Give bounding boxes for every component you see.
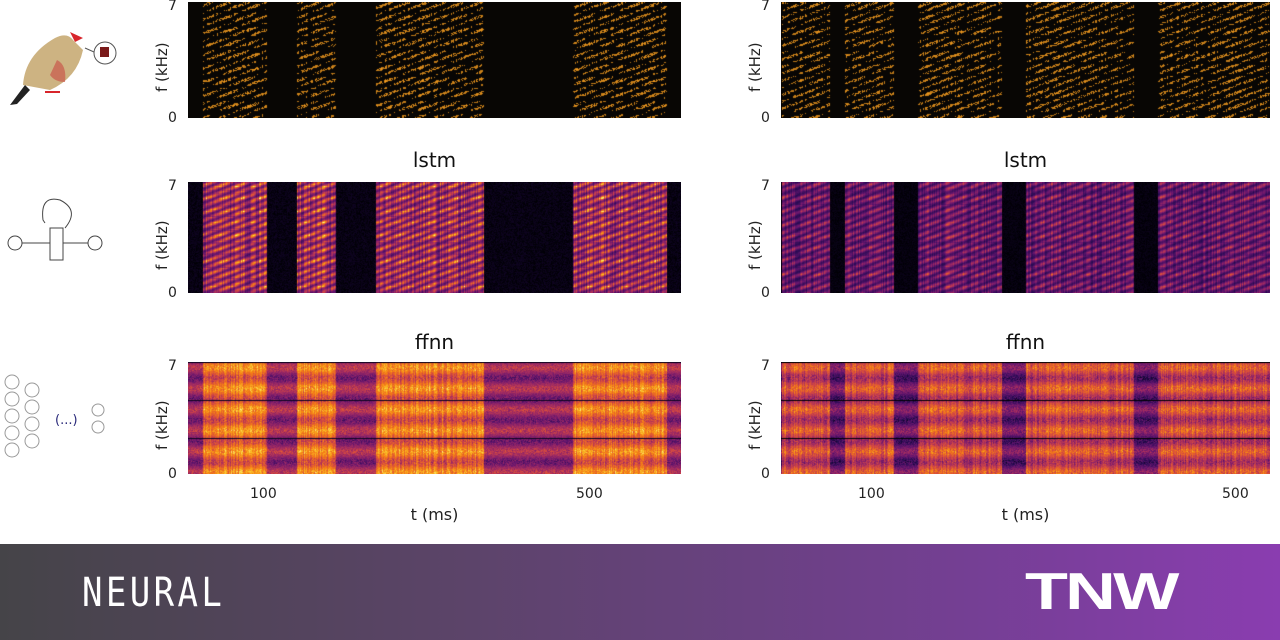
- spectrogram-lstm-left: [188, 182, 681, 293]
- y-axis-label: f (kHz): [746, 219, 764, 270]
- brand-banner: NEURAL TNW: [0, 544, 1280, 640]
- y-tick-0: 0: [168, 110, 177, 126]
- y-tick-7: 7: [168, 358, 177, 374]
- y-tick-0: 0: [761, 285, 770, 301]
- panel-title: ffnn: [1005, 330, 1046, 354]
- y-axis-label: f (kHz): [153, 400, 171, 450]
- y-tick-7: 7: [168, 0, 177, 14]
- spectrogram-lstm-right: [781, 182, 1270, 293]
- y-tick-7: 7: [761, 0, 770, 14]
- y-tick-0: 0: [761, 466, 770, 482]
- feedforward-network-icon: (...): [4, 374, 105, 458]
- y-axis-label: f (kHz): [746, 400, 764, 450]
- x-axis-label: t (ms): [1001, 505, 1050, 524]
- recurrent-cell-icon: [7, 198, 103, 261]
- y-axis-label: f (kHz): [153, 42, 171, 92]
- x-tick-100: 100: [858, 486, 885, 502]
- panel-title: lstm: [412, 148, 457, 172]
- ellipsis-label: (...): [55, 413, 78, 428]
- spectrogram-song-left: [188, 2, 681, 118]
- y-tick-0: 0: [168, 466, 177, 482]
- y-tick-7: 7: [168, 178, 177, 194]
- y-tick-7: 7: [761, 178, 770, 194]
- panel-title: lstm: [1003, 148, 1048, 172]
- panel-title: ffnn: [414, 330, 455, 354]
- spectrogram-ffnn-right: [781, 362, 1270, 474]
- x-tick-500: 500: [1222, 486, 1249, 502]
- y-axis-label: f (kHz): [746, 42, 764, 92]
- spectrogram-song-right: [781, 2, 1270, 118]
- y-axis-label: f (kHz): [153, 219, 171, 270]
- y-tick-7: 7: [761, 358, 770, 374]
- y-tick-0: 0: [168, 285, 177, 301]
- x-tick-100: 100: [250, 486, 277, 502]
- tnw-logo[interactable]: TNW: [1025, 563, 1179, 621]
- zebra-finch-icon: [10, 32, 117, 105]
- spectrogram-ffnn-left: [188, 362, 681, 474]
- neural-logo: NEURAL: [82, 570, 226, 616]
- x-tick-500: 500: [576, 486, 603, 502]
- y-tick-0: 0: [761, 110, 770, 126]
- x-axis-label: t (ms): [410, 505, 459, 524]
